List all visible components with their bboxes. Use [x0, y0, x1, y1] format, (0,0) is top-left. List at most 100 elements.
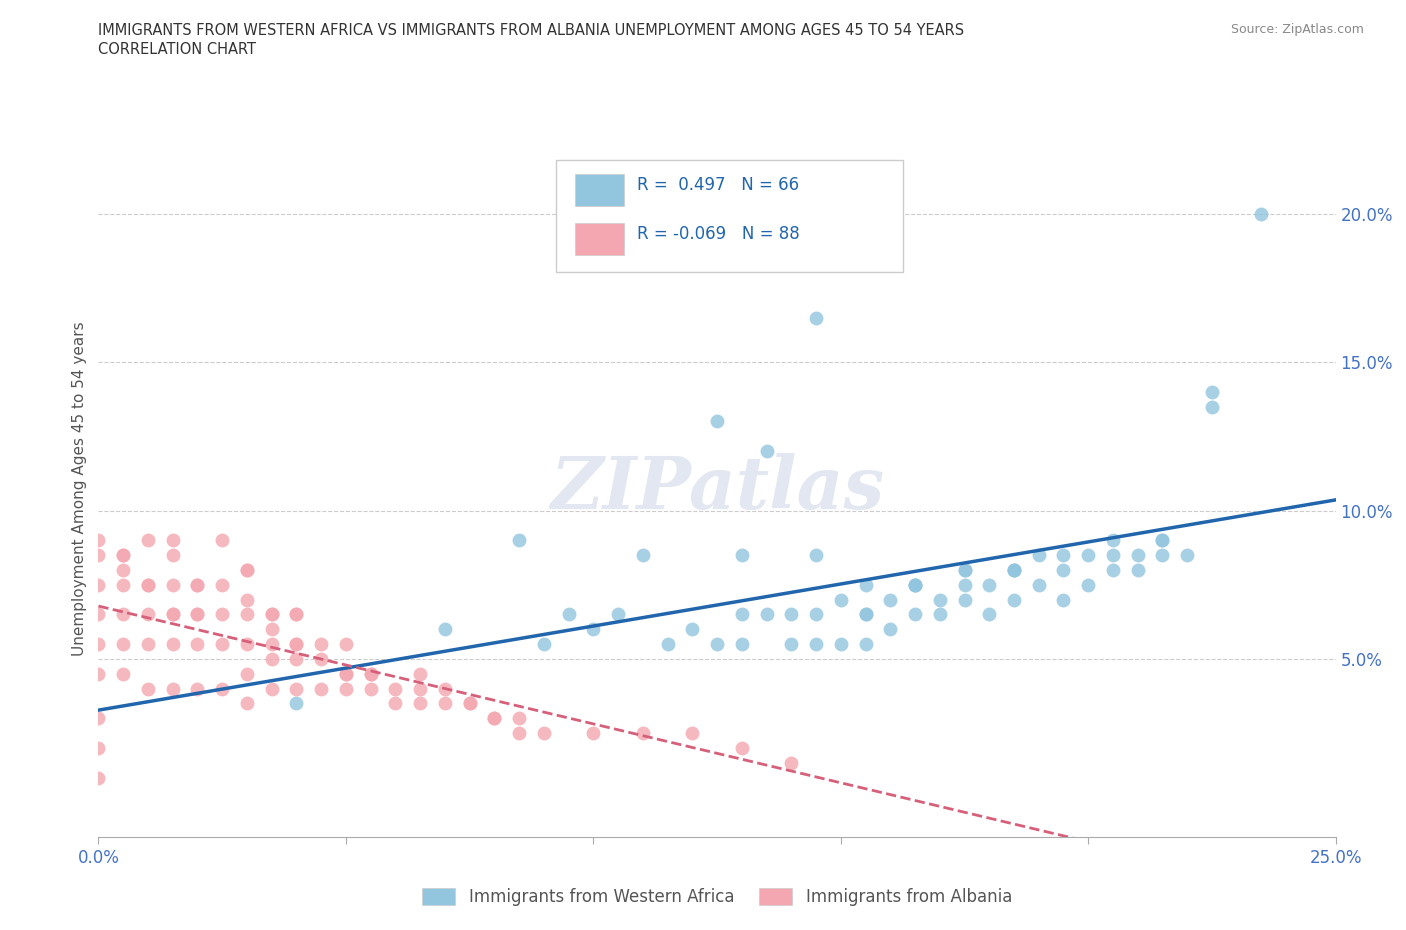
Text: IMMIGRANTS FROM WESTERN AFRICA VS IMMIGRANTS FROM ALBANIA UNEMPLOYMENT AMONG AGE: IMMIGRANTS FROM WESTERN AFRICA VS IMMIGR… — [98, 23, 965, 38]
Point — [804, 637, 827, 652]
Point — [681, 622, 703, 637]
Point — [211, 578, 233, 592]
Point — [236, 666, 259, 681]
Point — [433, 696, 456, 711]
Point — [112, 637, 135, 652]
Point — [484, 711, 506, 725]
Point — [1152, 533, 1174, 548]
Point — [335, 666, 357, 681]
Point — [384, 681, 406, 696]
Point — [112, 548, 135, 563]
Point — [285, 652, 308, 667]
Point — [260, 681, 283, 696]
Point — [1077, 578, 1099, 592]
Point — [979, 607, 1001, 622]
Point — [731, 607, 754, 622]
Point — [112, 607, 135, 622]
Point — [87, 740, 110, 755]
Point — [855, 607, 877, 622]
Point — [508, 533, 530, 548]
Point — [681, 725, 703, 740]
Point — [755, 444, 778, 458]
Point — [309, 652, 332, 667]
Point — [260, 637, 283, 652]
Point — [186, 637, 208, 652]
Point — [1175, 548, 1198, 563]
Point — [236, 696, 259, 711]
Point — [186, 578, 208, 592]
Point — [260, 607, 283, 622]
Legend: Immigrants from Western Africa, Immigrants from Albania: Immigrants from Western Africa, Immigran… — [415, 881, 1019, 912]
FancyBboxPatch shape — [557, 161, 903, 272]
Point — [582, 725, 605, 740]
Point — [285, 637, 308, 652]
Point — [87, 637, 110, 652]
Point — [904, 578, 927, 592]
Point — [186, 578, 208, 592]
Point — [904, 578, 927, 592]
Point — [236, 592, 259, 607]
Point — [186, 607, 208, 622]
Point — [631, 725, 654, 740]
Point — [1028, 548, 1050, 563]
Point — [1002, 563, 1025, 578]
Point — [731, 740, 754, 755]
Point — [384, 696, 406, 711]
Point — [162, 578, 184, 592]
Point — [87, 533, 110, 548]
Point — [804, 607, 827, 622]
Point — [335, 681, 357, 696]
Point — [1102, 548, 1125, 563]
Point — [409, 666, 432, 681]
Point — [409, 681, 432, 696]
Point — [1002, 563, 1025, 578]
Point — [433, 681, 456, 696]
Point — [830, 637, 852, 652]
Point — [136, 607, 159, 622]
Point — [780, 607, 803, 622]
Point — [285, 696, 308, 711]
Point — [211, 607, 233, 622]
Text: R = -0.069   N = 88: R = -0.069 N = 88 — [637, 225, 800, 243]
Point — [162, 533, 184, 548]
Point — [136, 578, 159, 592]
Point — [335, 637, 357, 652]
Point — [1250, 206, 1272, 221]
Point — [285, 607, 308, 622]
Point — [458, 696, 481, 711]
Point — [904, 578, 927, 592]
Text: R =  0.497   N = 66: R = 0.497 N = 66 — [637, 176, 799, 193]
Point — [879, 592, 901, 607]
Point — [953, 563, 976, 578]
Point — [236, 637, 259, 652]
Point — [87, 711, 110, 725]
Point — [804, 548, 827, 563]
Point — [1052, 592, 1074, 607]
Point — [706, 414, 728, 429]
FancyBboxPatch shape — [575, 223, 624, 255]
Point — [484, 711, 506, 725]
Point — [1028, 578, 1050, 592]
Point — [607, 607, 630, 622]
Point — [1102, 563, 1125, 578]
Point — [731, 637, 754, 652]
Point — [953, 578, 976, 592]
Point — [780, 637, 803, 652]
Point — [458, 696, 481, 711]
Point — [285, 637, 308, 652]
Point — [236, 563, 259, 578]
Point — [755, 607, 778, 622]
Point — [112, 548, 135, 563]
Point — [631, 548, 654, 563]
Point — [533, 725, 555, 740]
Point — [236, 607, 259, 622]
Point — [335, 666, 357, 681]
Point — [87, 666, 110, 681]
Point — [112, 563, 135, 578]
Point — [211, 533, 233, 548]
FancyBboxPatch shape — [575, 175, 624, 206]
Point — [1052, 563, 1074, 578]
Point — [879, 622, 901, 637]
Point — [1002, 563, 1025, 578]
Point — [979, 578, 1001, 592]
